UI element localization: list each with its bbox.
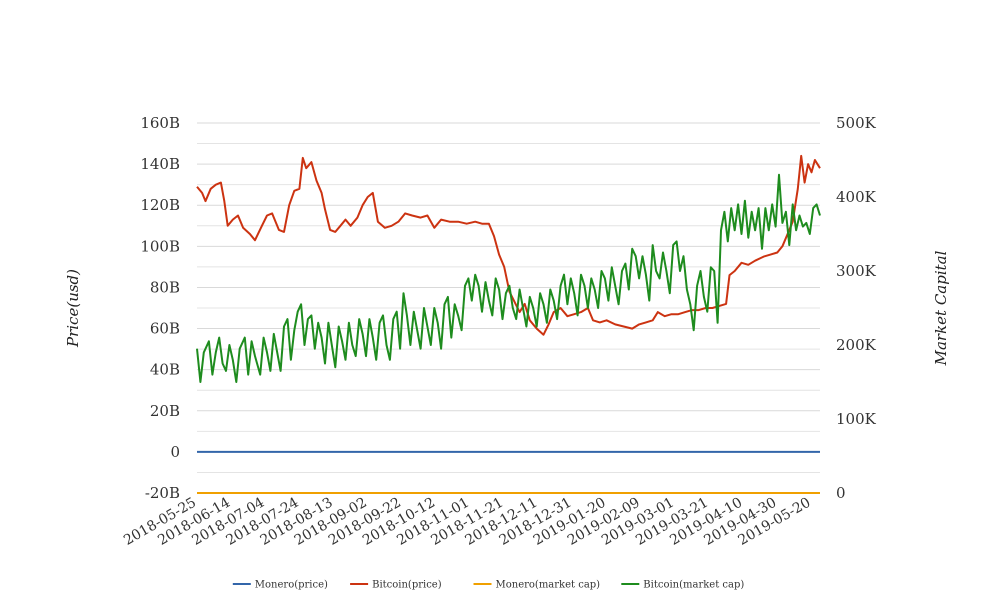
legend-label: Monero(price) [255, 580, 328, 591]
legend-label: Monero(market cap) [496, 580, 601, 591]
y-tick-label: 160B [140, 114, 180, 132]
y-tick-label: 140B [140, 155, 180, 173]
y-tick-label: 120B [140, 196, 180, 214]
y2-tick-label: 300K [836, 262, 877, 280]
y2-tick-label: 100K [836, 410, 877, 428]
y-tick-label: 60B [150, 320, 180, 338]
legend-label: Bitcoin(market cap) [643, 580, 744, 591]
series-line-bitcoin-market-cap [196, 173, 821, 383]
y-tick-label: 0 [170, 443, 180, 461]
series-lines [196, 154, 821, 494]
y2-tick-label: 0 [836, 484, 846, 502]
y-axis-right-title: Market Capital [932, 250, 950, 366]
grid-lines [197, 122, 820, 494]
x-axis-ticks: 2018-05-252018-06-142018-07-042018-07-24… [121, 495, 813, 549]
y-tick-label: 100B [140, 237, 180, 255]
y-tick-label: 80B [150, 278, 180, 296]
y2-tick-label: 400K [836, 188, 877, 206]
y-axis-left-title: Price(usd) [64, 269, 82, 348]
y2-tick-label: 200K [836, 336, 877, 354]
y-tick-label: 20B [150, 402, 180, 420]
y-axis-right-ticks: 500K 400K 300K 200K 100K 0 [836, 114, 877, 502]
y2-tick-label: 500K [836, 114, 877, 132]
legend: Monero(price) Bitcoin(price) Monero(market… [232, 580, 744, 591]
legend-label: Bitcoin(price) [372, 580, 442, 591]
y-tick-label: 40B [150, 361, 180, 379]
y-axis-left-ticks: 160B 140B 120B 100B 80B 60B 40B 20B 0 -20B [140, 114, 180, 502]
series-line-bitcoin-price [196, 154, 821, 336]
y-tick-label: -20B [145, 484, 180, 502]
